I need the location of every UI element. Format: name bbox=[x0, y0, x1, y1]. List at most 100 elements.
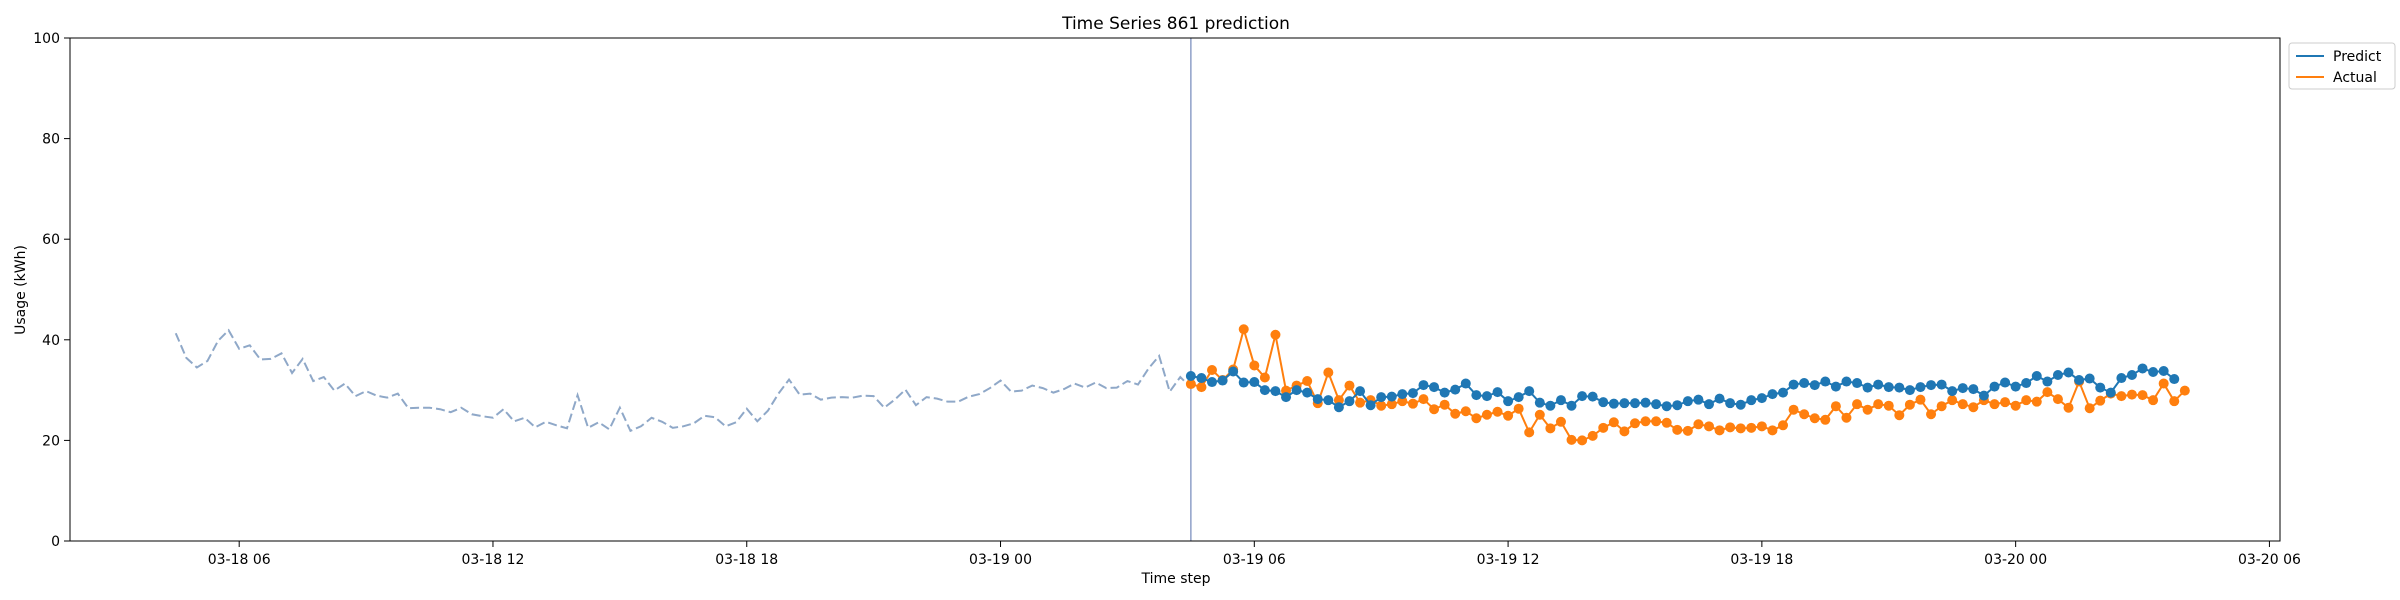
predict-point-80 bbox=[2031, 371, 2042, 382]
x-tick-label-6: 03-19 18 bbox=[1730, 552, 1793, 568]
predict-point-53 bbox=[1746, 395, 1757, 406]
x-tick-label-3: 03-19 00 bbox=[969, 552, 1032, 568]
predict-point-59 bbox=[1809, 380, 1820, 391]
actual-point-90 bbox=[2137, 390, 2148, 401]
predict-point-87 bbox=[2105, 387, 2116, 398]
predict-point-2 bbox=[1207, 377, 1218, 388]
actual-point-46 bbox=[1672, 424, 1683, 435]
actual-point-81 bbox=[2042, 387, 2053, 398]
actual-point-1 bbox=[1196, 382, 1207, 393]
predict-point-78 bbox=[2010, 381, 2021, 392]
predict-point-57 bbox=[1788, 379, 1799, 390]
actual-point-68 bbox=[1904, 399, 1915, 410]
legend: Predict Actual bbox=[2288, 42, 2396, 90]
predict-point-65 bbox=[1873, 379, 1884, 390]
plot-area bbox=[174, 38, 2190, 541]
actual-point-86 bbox=[2095, 395, 2106, 406]
actual-point-74 bbox=[1968, 402, 1979, 413]
predict-point-7 bbox=[1259, 385, 1270, 396]
x-tick-label-4: 03-19 06 bbox=[1223, 552, 1286, 568]
predict-point-17 bbox=[1365, 400, 1376, 411]
actual-point-38 bbox=[1587, 430, 1598, 441]
actual-point-70 bbox=[1926, 409, 1937, 420]
predict-point-83 bbox=[2063, 367, 2074, 378]
actual-point-82 bbox=[2052, 394, 2063, 405]
history-line bbox=[174, 328, 1192, 433]
predict-point-27 bbox=[1471, 390, 1482, 401]
actual-point-45 bbox=[1661, 417, 1672, 428]
actual-point-11 bbox=[1302, 376, 1313, 387]
predict-point-79 bbox=[2021, 378, 2032, 389]
actual-point-66 bbox=[1883, 400, 1894, 411]
actual-point-21 bbox=[1407, 398, 1418, 409]
actual-point-89 bbox=[2126, 389, 2137, 400]
predict-point-5 bbox=[1238, 377, 1249, 388]
actual-point-59 bbox=[1809, 413, 1820, 424]
actual-point-6 bbox=[1249, 360, 1260, 371]
predict-point-46 bbox=[1672, 400, 1683, 411]
actual-point-94 bbox=[2179, 385, 2190, 396]
predict-point-77 bbox=[2000, 377, 2011, 388]
predict-point-88 bbox=[2116, 373, 2127, 384]
actual-point-52 bbox=[1735, 423, 1746, 434]
actual-point-5 bbox=[1238, 324, 1249, 335]
predict-point-40 bbox=[1608, 398, 1619, 409]
predict-point-93 bbox=[2169, 374, 2180, 385]
predict-point-81 bbox=[2042, 376, 2053, 387]
actual-point-27 bbox=[1471, 413, 1482, 424]
y-axis-label: Usage (kWh) bbox=[13, 245, 29, 335]
actual-point-8 bbox=[1270, 329, 1281, 340]
predict-point-0 bbox=[1185, 371, 1196, 382]
x-tick-label-8: 03-20 06 bbox=[2238, 552, 2301, 568]
predict-point-63 bbox=[1852, 378, 1863, 389]
actual-point-41 bbox=[1619, 426, 1630, 437]
predict-point-29 bbox=[1492, 387, 1503, 398]
predict-point-52 bbox=[1735, 399, 1746, 410]
actual-point-34 bbox=[1545, 423, 1556, 434]
actual-point-61 bbox=[1830, 401, 1841, 412]
axes: 0 20 40 60 80 100 03-18 06 03-18 12 03-18 18 03-1… bbox=[33, 31, 2301, 568]
actual-point-64 bbox=[1862, 404, 1873, 415]
actual-point-15 bbox=[1344, 380, 1355, 391]
predict-point-22 bbox=[1418, 380, 1429, 391]
predict-point-75 bbox=[1978, 390, 1989, 401]
x-tick-label-0: 03-18 06 bbox=[208, 552, 271, 568]
predict-point-1 bbox=[1196, 373, 1207, 384]
predict-point-14 bbox=[1333, 402, 1344, 413]
actual-point-67 bbox=[1894, 410, 1905, 421]
actual-point-35 bbox=[1555, 416, 1566, 427]
predict-point-49 bbox=[1704, 399, 1714, 410]
x-tick-label-2: 03-18 18 bbox=[715, 552, 778, 568]
predict-line bbox=[1190, 367, 2175, 409]
actual-point-92 bbox=[2158, 378, 2169, 389]
actual-point-19 bbox=[1386, 399, 1397, 410]
predict-point-39 bbox=[1598, 397, 1609, 408]
actual-point-42 bbox=[1629, 418, 1640, 429]
predict-point-6 bbox=[1249, 377, 1260, 388]
predict-point-26 bbox=[1460, 378, 1471, 389]
predict-point-34 bbox=[1545, 400, 1556, 411]
predict-point-35 bbox=[1555, 395, 1566, 406]
predict-point-70 bbox=[1926, 380, 1937, 391]
actual-point-51 bbox=[1725, 422, 1736, 433]
predict-point-8 bbox=[1270, 386, 1281, 397]
actual-point-2 bbox=[1207, 364, 1218, 375]
actual-point-49 bbox=[1704, 421, 1714, 432]
predict-point-90 bbox=[2137, 363, 2148, 374]
predict-point-69 bbox=[1915, 382, 1926, 393]
predict-point-10 bbox=[1291, 385, 1302, 396]
predict-point-64 bbox=[1862, 382, 1873, 393]
predict-point-85 bbox=[2084, 373, 2095, 384]
predict-point-28 bbox=[1481, 391, 1492, 402]
actual-point-93 bbox=[2169, 396, 2180, 407]
actual-point-91 bbox=[2148, 395, 2159, 406]
actual-point-28 bbox=[1481, 409, 1492, 420]
actual-point-39 bbox=[1598, 422, 1609, 433]
actual-point-18 bbox=[1376, 400, 1387, 411]
actual-point-0 bbox=[1185, 379, 1196, 390]
predict-point-66 bbox=[1883, 382, 1894, 393]
actual-point-50 bbox=[1714, 425, 1725, 436]
actual-point-40 bbox=[1608, 417, 1619, 428]
x-tick-label-5: 03-19 12 bbox=[1477, 552, 1540, 568]
